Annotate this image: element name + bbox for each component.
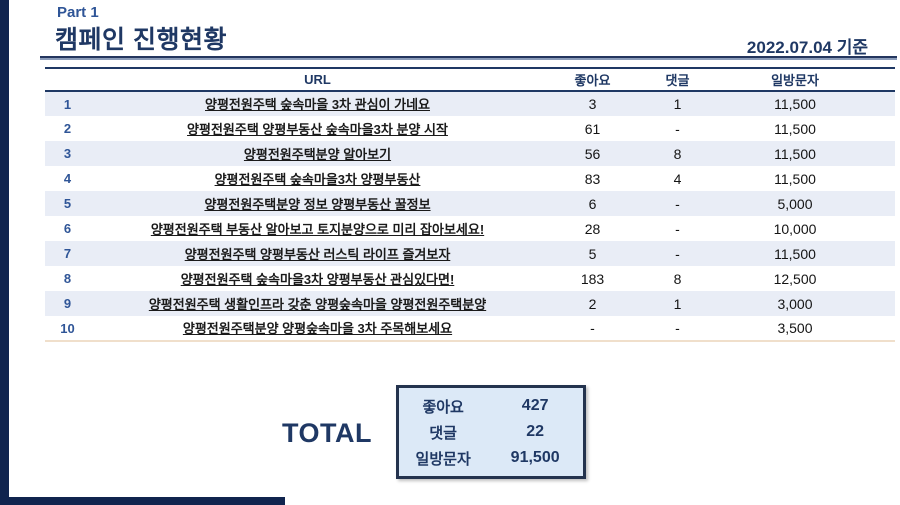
table-row: 2 양평전원주택 양평부동산 숲속마을3차 분양 시작 61 - 11,500 bbox=[45, 116, 895, 141]
total-row-comments: 댓글 22 bbox=[399, 422, 583, 443]
visitors-value: 10,000 bbox=[773, 220, 817, 237]
row-spacer bbox=[875, 291, 895, 316]
url-link[interactable]: 양평전원주택 양평부동산 숲속마을3차 분양 시작 bbox=[187, 121, 448, 137]
row-spacer bbox=[875, 266, 895, 291]
comments-value: - bbox=[675, 195, 680, 212]
table-row: 4 양평전원주택 숲속마을3차 양평부동산 83 4 11,500 bbox=[45, 166, 895, 191]
header-comments: 댓글 bbox=[665, 73, 690, 88]
likes-value: - bbox=[590, 320, 595, 336]
likes-value: 56 bbox=[584, 145, 601, 162]
likes-value: 2 bbox=[588, 295, 597, 312]
row-spacer bbox=[875, 166, 895, 191]
likes-value: 3 bbox=[588, 96, 597, 112]
page-title: 캠페인 진행현황 bbox=[55, 26, 227, 54]
row-spacer bbox=[875, 241, 895, 266]
report-date: 2022.07.04 기준 bbox=[746, 38, 868, 57]
url-link[interactable]: 양평전원주택분양 알아보기 bbox=[243, 146, 392, 162]
visitors-value: 11,500 bbox=[774, 96, 816, 112]
url-link[interactable]: 양평전원주택분양 양평숲속마을 3차 주목해보세요 bbox=[182, 321, 453, 336]
total-visitors-value: 91,500 bbox=[510, 449, 560, 466]
likes-value: 61 bbox=[584, 120, 601, 137]
total-likes-label: 좋아요 bbox=[422, 398, 464, 416]
total-summary-box: 좋아요 427 댓글 22 일방문자 91,500 bbox=[396, 385, 586, 479]
part-label: Part 1 bbox=[57, 4, 99, 21]
total-likes-value: 427 bbox=[521, 397, 549, 414]
row-spacer bbox=[875, 91, 895, 116]
total-comments-label: 댓글 bbox=[429, 424, 457, 442]
total-label: TOTAL bbox=[282, 418, 372, 448]
row-number: 6 bbox=[63, 221, 72, 236]
comments-value: 4 bbox=[673, 170, 682, 187]
header-spacer bbox=[875, 68, 895, 91]
visitors-value: 3,500 bbox=[777, 320, 813, 336]
url-link[interactable]: 양평전원주택 숲속마을3차 양평부동산 bbox=[214, 171, 421, 187]
comments-value: - bbox=[675, 120, 680, 137]
title-divider bbox=[40, 56, 897, 60]
table-row: 8 양평전원주택 숲속마을3차 양평부동산 관심있다면! 183 8 12,50… bbox=[45, 266, 895, 291]
table-row: 7 양평전원주택 양평부동산 러스틱 라이프 즐겨보자 5 - 11,500 bbox=[45, 241, 895, 266]
total-comments-value: 22 bbox=[526, 423, 545, 440]
row-number: 10 bbox=[60, 320, 75, 336]
likes-value: 6 bbox=[588, 195, 597, 212]
row-number: 5 bbox=[63, 196, 72, 211]
campaign-table: URL 좋아요 댓글 일방문자 1 양평전원주택 숲속마을 3차 관심이 가네요… bbox=[45, 67, 895, 342]
url-link[interactable]: 양평전원주택 숲속마을 3차 관심이 가네요 bbox=[205, 97, 430, 112]
url-link[interactable]: 양평전원주택분양 정보 양평부동산 꿀정보 bbox=[204, 196, 431, 212]
row-number: 8 bbox=[63, 271, 72, 286]
url-link[interactable]: 양평전원주택 양평부동산 러스틱 라이프 즐겨보자 bbox=[184, 246, 451, 262]
row-spacer bbox=[875, 141, 895, 166]
comments-value: - bbox=[675, 320, 680, 336]
total-row-visitors: 일방문자 91,500 bbox=[399, 448, 583, 469]
row-number: 9 bbox=[63, 296, 72, 311]
likes-value: 28 bbox=[584, 220, 601, 237]
row-number: 7 bbox=[63, 246, 72, 261]
row-spacer bbox=[875, 216, 895, 241]
bottom-accent-bar bbox=[0, 497, 285, 505]
row-spacer bbox=[875, 191, 895, 216]
comments-value: - bbox=[675, 220, 680, 237]
table-row: 1 양평전원주택 숲속마을 3차 관심이 가네요 3 1 11,500 bbox=[45, 91, 895, 116]
total-visitors-label: 일방문자 bbox=[415, 450, 471, 468]
comments-value: 8 bbox=[673, 145, 682, 162]
comments-value: 1 bbox=[673, 295, 682, 312]
visitors-value: 11,500 bbox=[774, 145, 816, 162]
visitors-value: 11,500 bbox=[774, 245, 816, 262]
visitors-value: 12,500 bbox=[773, 270, 817, 287]
likes-value: 5 bbox=[588, 245, 597, 262]
url-link[interactable]: 양평전원주택 부동산 알아보고 토지분양으로 미리 잡아보세요! bbox=[150, 221, 485, 237]
header-number bbox=[45, 68, 90, 91]
row-spacer bbox=[875, 116, 895, 141]
url-link[interactable]: 양평전원주택 생활인프라 갖춘 양평숲속마을 양평전원주택분양 bbox=[148, 296, 487, 312]
table-row: 3 양평전원주택분양 알아보기 56 8 11,500 bbox=[45, 141, 895, 166]
likes-value: 83 bbox=[584, 170, 601, 187]
visitors-value: 5,000 bbox=[777, 195, 813, 212]
comments-value: 8 bbox=[673, 270, 682, 287]
url-link[interactable]: 양평전원주택 숲속마을3차 양평부동산 관심있다면! bbox=[180, 271, 455, 287]
header-url: URL bbox=[304, 72, 331, 87]
comments-value: - bbox=[675, 245, 680, 262]
total-row-likes: 좋아요 427 bbox=[399, 396, 583, 417]
table-row: 9 양평전원주택 생활인프라 갖춘 양평숲속마을 양평전원주택분양 2 1 3,… bbox=[45, 291, 895, 316]
row-number: 1 bbox=[63, 96, 72, 112]
row-spacer bbox=[875, 316, 895, 341]
visitors-value: 3,000 bbox=[777, 295, 813, 312]
row-number: 3 bbox=[63, 146, 72, 161]
table-header-row: URL 좋아요 댓글 일방문자 bbox=[45, 68, 895, 91]
table-row: 5 양평전원주택분양 정보 양평부동산 꿀정보 6 - 5,000 bbox=[45, 191, 895, 216]
header-likes: 좋아요 bbox=[574, 73, 611, 88]
row-number: 4 bbox=[63, 171, 72, 186]
likes-value: 183 bbox=[580, 270, 605, 287]
visitors-value: 11,500 bbox=[774, 170, 816, 187]
table-row: 10 양평전원주택분양 양평숲속마을 3차 주목해보세요 - - 3,500 bbox=[45, 316, 895, 341]
left-accent-bar bbox=[0, 0, 9, 505]
table-row: 6 양평전원주택 부동산 알아보고 토지분양으로 미리 잡아보세요! 28 - … bbox=[45, 216, 895, 241]
comments-value: 1 bbox=[673, 96, 682, 112]
header-visitors: 일방문자 bbox=[771, 73, 819, 88]
visitors-value: 11,500 bbox=[774, 120, 816, 137]
row-number: 2 bbox=[63, 121, 72, 136]
